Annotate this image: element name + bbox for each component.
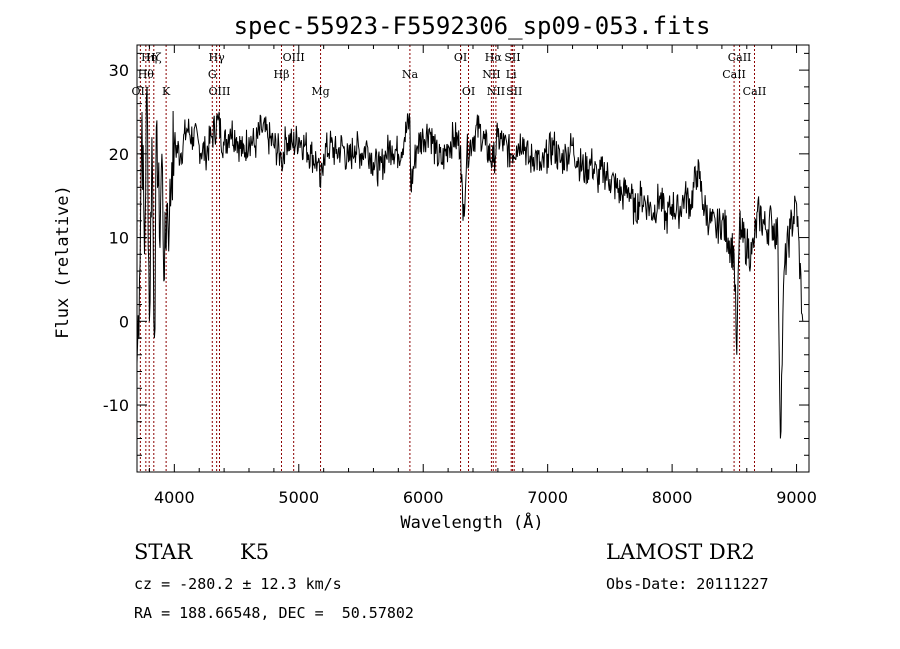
y-tick-label: 30 bbox=[109, 61, 129, 80]
plot-frame bbox=[136, 44, 810, 473]
line-label-sii: SII bbox=[504, 51, 520, 64]
line-label-hγ: Hγ bbox=[209, 51, 226, 64]
x-tick-label: 4000 bbox=[154, 488, 195, 507]
survey-label: LAMOST DR2 bbox=[606, 540, 755, 564]
line-label-sii: SII bbox=[506, 85, 522, 98]
line-label-hα: Hα bbox=[485, 51, 503, 64]
line-label-nii: NII bbox=[487, 85, 505, 98]
x-tick-label: 9000 bbox=[776, 488, 817, 507]
line-label-hβ: Hβ bbox=[274, 68, 290, 81]
x-tick-label: 6000 bbox=[403, 488, 444, 507]
y-tick-label: 0 bbox=[119, 312, 129, 331]
spectral-lines-layer bbox=[139, 45, 755, 472]
line-label-caii: CaII bbox=[722, 68, 746, 81]
line-labels-layer: OIIHθHηHζKGHγOIIIHβOIIIMgNaOIOINIIHαNIIL… bbox=[132, 51, 767, 98]
chart-title: spec-55923-F5592306_sp09-053.fits bbox=[234, 12, 711, 40]
line-label-oi: OI bbox=[454, 51, 467, 64]
ticks-layer: 4000 5000 6000 7000 8000 9000 -10 0 10 20 30 bbox=[103, 45, 817, 507]
line-label-hη: Hη bbox=[141, 51, 157, 64]
redshift-text: cz = -280.2 ± 12.3 km/s bbox=[134, 575, 342, 593]
line-label-oii: OII bbox=[132, 85, 150, 98]
line-label-caii: CaII bbox=[743, 85, 767, 98]
x-tick-label: 7000 bbox=[527, 488, 568, 507]
line-label-caii: CaII bbox=[728, 51, 752, 64]
line-label-k: K bbox=[162, 85, 171, 98]
x-tick-label: 8000 bbox=[652, 488, 693, 507]
obs-date: Obs-Date: 20111227 bbox=[606, 575, 769, 593]
spectrum-chart: 4000 5000 6000 7000 8000 9000 -10 0 10 20 30 OII Hθ… bbox=[53, 12, 817, 533]
line-label-na: Na bbox=[402, 68, 419, 81]
line-label-nii: NII bbox=[482, 68, 500, 81]
x-axis-label: Wavelength (Å) bbox=[400, 511, 543, 533]
y-tick-label: 10 bbox=[109, 229, 129, 248]
line-label-hθ: Hθ bbox=[138, 68, 155, 81]
series-layer bbox=[136, 86, 804, 439]
y-tick-label: 20 bbox=[109, 145, 129, 164]
object-class: STAR bbox=[134, 540, 193, 564]
line-label-li: Li bbox=[506, 68, 517, 81]
x-tick-label: 5000 bbox=[278, 488, 319, 507]
y-tick-label: -10 bbox=[103, 396, 129, 415]
y-axis-label: Flux (relative) bbox=[53, 185, 73, 339]
flux-line bbox=[136, 86, 804, 439]
subclass: K5 bbox=[240, 540, 270, 564]
line-label-mg: Mg bbox=[311, 85, 329, 98]
coordinates: RA = 188.66548, DEC = 50.57802 bbox=[134, 604, 414, 622]
line-label-oiii: OIII bbox=[208, 85, 230, 98]
line-label-g: G bbox=[208, 68, 217, 81]
line-label-hζ: Hζ bbox=[146, 51, 162, 64]
line-label-oiii: OIII bbox=[283, 51, 305, 64]
line-label-oi: OI bbox=[462, 85, 475, 98]
